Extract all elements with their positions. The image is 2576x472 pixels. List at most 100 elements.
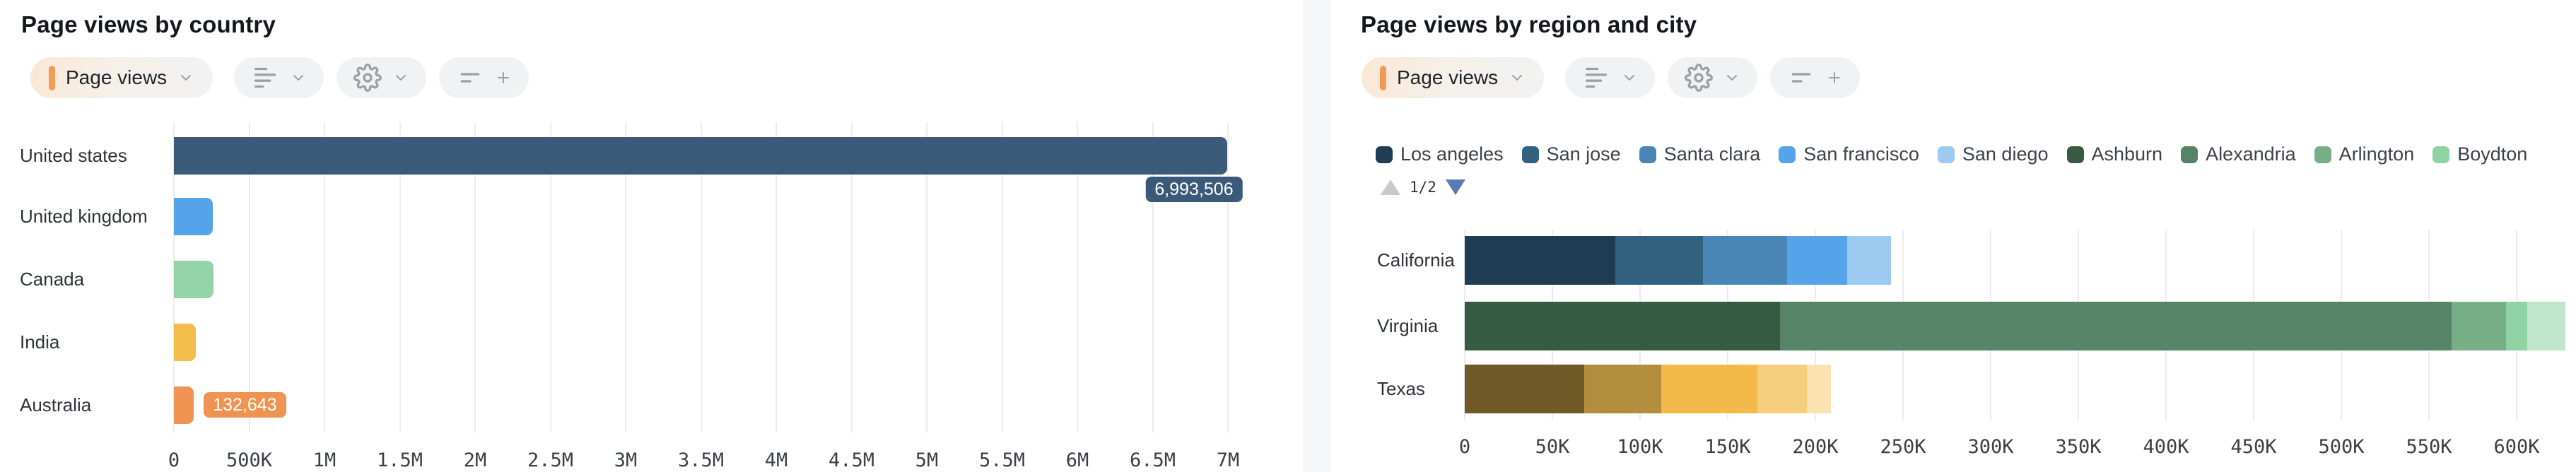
axis-tick-label: 1.5M xyxy=(376,449,423,471)
category-label-canada: Canada xyxy=(20,269,85,290)
category-label-california: California xyxy=(1377,249,1455,271)
segment-arlington[interactable] xyxy=(2452,301,2507,350)
bar-india[interactable] xyxy=(174,323,197,361)
stacked-bar-chart-region-city: 0 50K 100K 150K 200K 250K 300K 350K 400K 450K 500K… xyxy=(1331,0,2576,472)
segment-ashburn[interactable] xyxy=(1465,301,1781,350)
gridline xyxy=(700,122,702,432)
segment-unnamed[interactable] xyxy=(2527,301,2566,350)
list-lines-icon xyxy=(1586,67,1608,88)
segment-unnamed[interactable] xyxy=(1757,364,1807,413)
category-label-united-states: United states xyxy=(20,145,127,166)
legend-item-san-francisco[interactable]: San francisco xyxy=(1779,143,1919,165)
gridline xyxy=(926,122,927,432)
legend-pager: 1/2 xyxy=(1381,177,1465,198)
gridline xyxy=(850,122,853,432)
triangle-down-icon xyxy=(1445,179,1465,195)
legend-item-label: San francisco xyxy=(1803,143,1919,165)
legend-swatch-icon xyxy=(1779,146,1796,163)
chart-settings-button[interactable] xyxy=(336,57,427,98)
legend-pager-text: 1/2 xyxy=(1410,179,1436,196)
segment-unnamed[interactable] xyxy=(1465,364,1584,413)
filter-button[interactable] xyxy=(439,57,529,98)
legend-item-label: Ashburn xyxy=(2091,143,2163,165)
gridline xyxy=(248,122,250,432)
segment-san-jose[interactable] xyxy=(1615,235,1704,285)
gridline xyxy=(1001,122,1003,432)
filter-button[interactable] xyxy=(1770,57,1861,98)
legend-item-ashburn[interactable]: Ashburn xyxy=(2066,143,2163,165)
gridline xyxy=(324,122,325,432)
axis-tick-label: 5.5M xyxy=(978,449,1026,471)
legend-item-los-angeles[interactable]: Los angeles xyxy=(1376,143,1504,165)
legend-pager-up-button[interactable] xyxy=(1381,179,1400,195)
panel-divider xyxy=(1303,0,1331,472)
chart-title-country: Page views by country xyxy=(21,11,276,37)
segment-unnamed[interactable] xyxy=(1661,364,1758,413)
panel-page-views-by-country: Page views by country Page views xyxy=(20,11,1243,471)
legend-item-label: Arlington xyxy=(2338,143,2415,165)
bar-united-states[interactable] xyxy=(174,136,1227,175)
panel-page-views-by-region-city: Page views by region and city Page views xyxy=(1331,0,2576,472)
legend-item-alexandria[interactable]: Alexandria xyxy=(2181,143,2296,165)
filter-lines-icon xyxy=(1791,73,1811,83)
category-label-texas: Texas xyxy=(1377,378,1425,399)
bar-canada[interactable] xyxy=(174,260,213,298)
axis-tick-label: 7M xyxy=(1216,449,1240,471)
legend-item-san-diego[interactable]: San diego xyxy=(1937,143,2049,165)
chevron-down-icon xyxy=(293,75,304,81)
axis-tick-label: 5M xyxy=(915,449,939,471)
category-label-australia: Australia xyxy=(20,394,92,415)
chart-style-button[interactable] xyxy=(234,57,324,98)
legend-item-santa-clara[interactable]: Santa clara xyxy=(1639,143,1760,165)
segment-santa-clara[interactable] xyxy=(1703,235,1788,285)
legend-swatch-icon xyxy=(1521,146,1539,163)
segment-unnamed[interactable] xyxy=(1806,364,1832,413)
axis-tick-label: 500K xyxy=(226,449,273,471)
axis-tick-label: 600K xyxy=(2493,436,2540,458)
gridline xyxy=(775,122,777,432)
legend-item-arlington[interactable]: Arlington xyxy=(2314,143,2415,165)
plus-icon xyxy=(1829,72,1841,83)
legend-item-san-jose[interactable]: San jose xyxy=(1521,143,1621,165)
segment-unnamed[interactable] xyxy=(1583,364,1661,413)
segment-alexandria[interactable] xyxy=(1780,301,2452,350)
bar-chart-country: 0 500K 1M 1.5M 2M 2.5M 3M 3.5M 4M 4.5M 5M 5.5M 6M 6.5… xyxy=(20,122,1243,471)
gridline xyxy=(1152,122,1154,432)
value-label-united-states: 6,993,506 xyxy=(1145,176,1243,202)
axis-tick-label: 50K xyxy=(1535,436,1570,458)
metric-selector-button[interactable]: Page views xyxy=(1362,57,1545,98)
chevron-down-icon xyxy=(1512,75,1523,81)
legend-item-label: Alexandria xyxy=(2206,143,2296,165)
axis-tick-label: 300K xyxy=(1967,436,2014,458)
value-label-australia: 132,643 xyxy=(204,392,286,418)
legend-swatch-icon xyxy=(1937,146,1955,163)
legend-item-boydton[interactable]: Boydton xyxy=(2432,143,2527,165)
segment-san-diego[interactable] xyxy=(1846,235,1891,285)
legend-swatch-icon xyxy=(2181,146,2199,163)
axis-tick-label: 3M xyxy=(614,449,638,471)
axis-tick-label: 350K xyxy=(2055,436,2102,458)
legend-swatch-icon xyxy=(2066,146,2084,163)
segment-los-angeles[interactable] xyxy=(1465,235,1616,285)
gridline xyxy=(1077,122,1078,432)
metric-selector-button[interactable]: Page views xyxy=(30,57,213,98)
gridline xyxy=(1227,122,1229,432)
toolbar-country: Page views xyxy=(30,57,529,98)
axis-tick-label: 100K xyxy=(1617,436,1663,458)
chart-settings-button[interactable] xyxy=(1668,57,1758,98)
chart-style-button[interactable] xyxy=(1565,57,1656,98)
gridline xyxy=(474,122,476,432)
axis-tick-label: 3.5M xyxy=(677,449,725,471)
list-lines-icon xyxy=(254,67,276,88)
chevron-down-icon xyxy=(396,75,406,81)
segment-san-francisco[interactable] xyxy=(1787,235,1847,285)
segment-boydton[interactable] xyxy=(2506,301,2527,350)
bar-australia[interactable] xyxy=(174,386,194,424)
axis-tick-label: 500K xyxy=(2318,436,2365,458)
axis-tick-label: 0 xyxy=(1458,436,1471,458)
bar-united-kingdom[interactable] xyxy=(174,197,213,235)
legend-pager-down-button[interactable] xyxy=(1445,179,1465,195)
gear-icon xyxy=(353,64,382,92)
axis-tick-label: 1M xyxy=(312,449,336,471)
